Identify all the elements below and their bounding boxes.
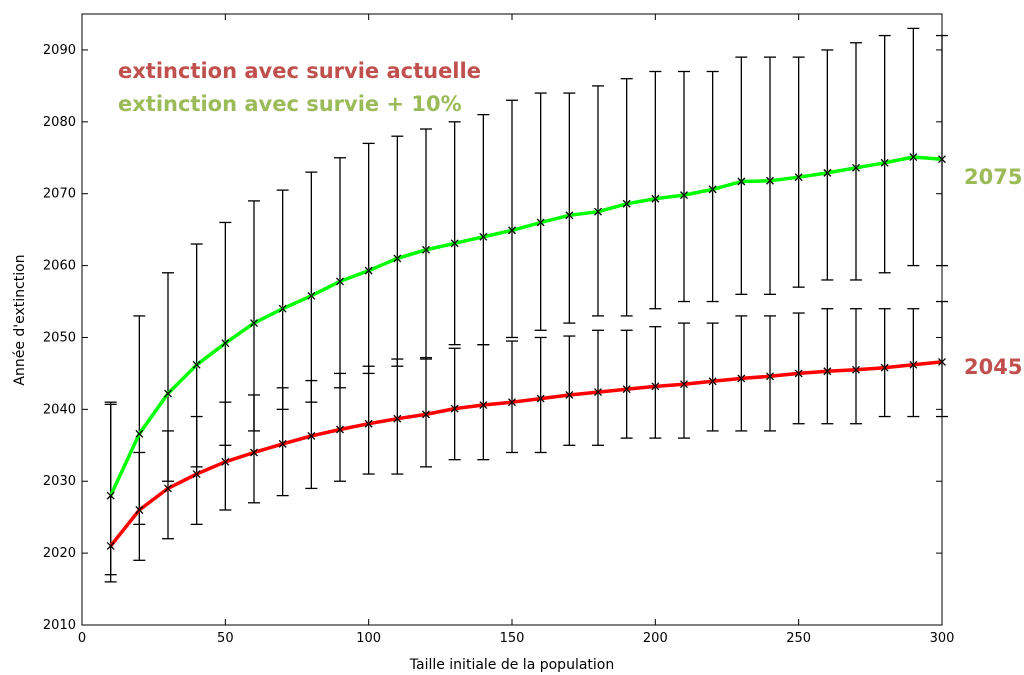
data-point-current-survival: [450, 404, 459, 413]
data-point-survival-plus-10: [135, 429, 144, 438]
data-point-survival-plus-10: [708, 185, 717, 194]
end-label-survival-plus-10: 2075: [964, 165, 1022, 189]
data-point-current-survival: [594, 388, 602, 397]
y-tick-label: 2090: [43, 43, 76, 58]
data-point-current-survival: [622, 385, 631, 394]
data-point-current-survival: [164, 484, 172, 493]
data-point-survival-plus-10: [823, 168, 832, 177]
data-point-current-survival: [909, 360, 918, 369]
y-tick-label: 2050: [43, 330, 76, 345]
data-point-current-survival: [422, 410, 430, 419]
x-tick-label: 100: [356, 631, 381, 646]
data-point-survival-plus-10: [680, 191, 688, 200]
data-point-survival-plus-10: [622, 199, 631, 208]
data-point-survival-plus-10: [250, 319, 258, 328]
y-tick-label: 2040: [43, 402, 76, 417]
data-point-current-survival: [708, 377, 717, 386]
data-point-current-survival: [393, 414, 402, 423]
data-point-current-survival: [823, 367, 832, 376]
data-point-survival-plus-10: [221, 339, 230, 348]
data-point-survival-plus-10: [106, 491, 115, 500]
data-point-survival-plus-10: [307, 291, 316, 300]
data-point-current-survival: [680, 380, 688, 389]
data-point-current-survival: [135, 506, 144, 514]
data-point-current-survival: [766, 372, 774, 381]
x-tick-label: 200: [643, 631, 668, 646]
data-point-survival-plus-10: [364, 266, 373, 275]
data-point-survival-plus-10: [794, 173, 803, 182]
data-point-current-survival: [250, 448, 258, 457]
data-point-current-survival: [307, 431, 316, 440]
x-tick-label: 50: [217, 631, 234, 646]
x-tick-label: 300: [930, 631, 955, 646]
error-bars: [104, 27, 948, 583]
y-tick-label: 2070: [43, 187, 76, 202]
data-point-survival-plus-10: [909, 153, 918, 162]
data-point-current-survival: [479, 401, 488, 409]
data-point-current-survival: [565, 391, 574, 399]
data-point-survival-plus-10: [565, 211, 574, 220]
x-tick-label: 0: [78, 631, 86, 646]
series-markers: [106, 153, 946, 550]
data-point-current-survival: [651, 382, 660, 391]
data-point-current-survival: [192, 470, 201, 479]
data-point-current-survival: [794, 369, 803, 378]
data-point-survival-plus-10: [766, 176, 774, 185]
data-point-current-survival: [221, 457, 230, 466]
axis-ticks: 0 50 100 150 200 250 300 2010 2020 2030 2040 2050 20…: [43, 14, 955, 646]
data-point-survival-plus-10: [938, 155, 946, 164]
data-point-survival-plus-10: [192, 360, 201, 369]
y-tick-label: 2030: [43, 474, 76, 489]
data-point-survival-plus-10: [479, 232, 488, 241]
data-point-survival-plus-10: [737, 177, 746, 186]
data-point-survival-plus-10: [508, 226, 516, 235]
y-tick-label: 2060: [43, 259, 76, 274]
data-point-current-survival: [508, 398, 516, 407]
data-point-current-survival: [880, 363, 889, 372]
series-line-current-survival: [109, 360, 943, 547]
data-point-current-survival: [852, 365, 860, 374]
data-point-survival-plus-10: [393, 254, 402, 263]
series-lines: [109, 155, 943, 547]
data-point-current-survival: [536, 394, 545, 403]
data-point-survival-plus-10: [422, 245, 430, 254]
y-tick-label: 2080: [43, 115, 76, 130]
data-point-survival-plus-10: [536, 218, 545, 227]
y-tick-label: 2010: [43, 618, 76, 633]
data-point-current-survival: [336, 425, 344, 434]
x-axis-label: Taille initiale de la population: [409, 657, 614, 673]
data-point-survival-plus-10: [278, 304, 287, 313]
series-line-survival-plus-10: [109, 155, 943, 497]
data-point-survival-plus-10: [336, 277, 344, 286]
x-tick-label: 150: [500, 631, 525, 646]
data-point-survival-plus-10: [651, 194, 660, 203]
data-point-survival-plus-10: [450, 239, 459, 248]
data-point-current-survival: [938, 357, 946, 366]
data-point-current-survival: [364, 419, 373, 428]
legend-entry-survival-plus-10: extinction avec survie + 10%: [118, 92, 462, 116]
data-point-current-survival: [737, 374, 746, 383]
data-point-current-survival: [278, 439, 287, 448]
data-point-survival-plus-10: [594, 207, 602, 216]
end-label-current-survival: 2045: [964, 355, 1022, 379]
data-point-survival-plus-10: [852, 163, 860, 172]
data-point-survival-plus-10: [880, 158, 889, 167]
legend-entry-current-survival: extinction avec survie actuelle: [118, 59, 481, 83]
data-point-current-survival: [106, 541, 115, 550]
data-point-survival-plus-10: [164, 389, 172, 398]
x-tick-label: 250: [786, 631, 811, 646]
y-tick-label: 2020: [43, 546, 76, 561]
y-axis-label: Année d'extinction: [12, 254, 28, 385]
